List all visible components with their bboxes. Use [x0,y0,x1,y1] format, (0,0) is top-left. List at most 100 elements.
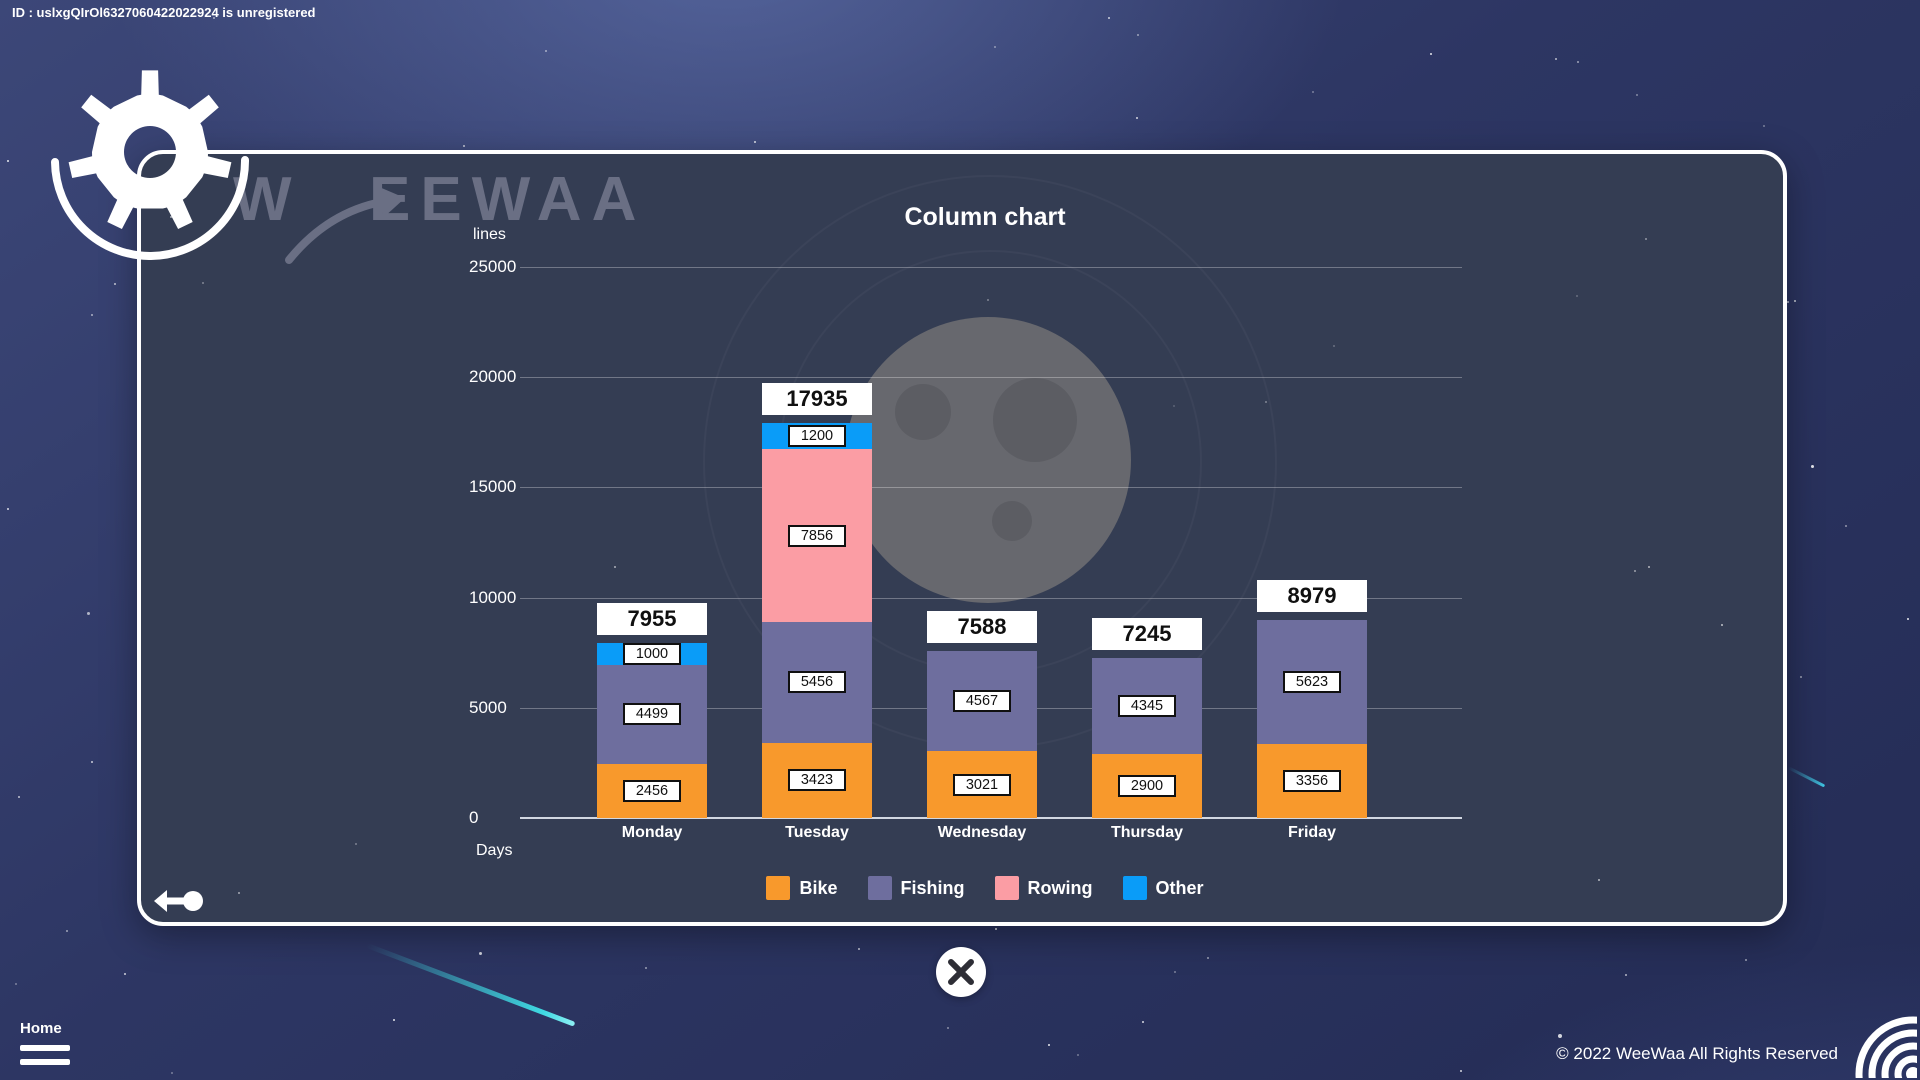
copyright-text: © 2022 WeeWaa All Rights Reserved [1556,1044,1838,1063]
star-dot [1108,17,1110,19]
star-dot [213,17,215,19]
legend-swatch [994,876,1019,900]
star-dot [1077,1054,1079,1056]
star-dot [1460,1070,1462,1072]
star-dot [7,508,9,510]
y-axis-title: lines [473,226,506,243]
panel-content: W EEWAA Column chart 0 5000 10000 15000 2000… [141,154,1783,922]
gridline [520,267,1462,268]
y-tick-label: 10000 [469,587,517,607]
star-dot [987,299,989,301]
legend-swatch [867,876,892,900]
star-dot [947,1027,949,1029]
chart-title: Column chart [904,203,1066,231]
star-dot [1174,971,1176,973]
star-dot [355,843,357,845]
star-dot [545,50,547,52]
segment-value-label: 5456 [788,671,846,694]
x-tick-label: Thursday [1110,824,1183,841]
legend-item-other[interactable]: Other [1122,876,1204,900]
segment-value-label: 3021 [953,773,1011,796]
star-dot [1625,974,1627,976]
star-dot [1430,53,1432,55]
star-dot [1577,61,1579,63]
legend-item-bike[interactable]: Bike [766,876,838,900]
star-dot [1048,1044,1050,1046]
x-tick-label: Tuesday [785,824,849,841]
y-tick-label: 15000 [469,477,517,497]
gridline [520,597,1462,599]
chart-legend: Bike Fishing Rowing Other [141,876,1783,900]
star-dot [614,566,616,568]
home-menu[interactable]: Home [20,1020,70,1073]
star-dot [1794,300,1796,302]
legend-label: Rowing [1027,877,1093,898]
legend-swatch [766,876,791,900]
star-dot [66,930,68,932]
star-dot [858,948,860,950]
star-dot [994,46,996,48]
license-id-banner: ID : uslxgQIrOl6327060422022924 is unreg… [12,5,316,20]
star-dot [1142,1021,1144,1023]
star-dot [1763,125,1765,127]
segment-value-label: 4499 [623,703,681,726]
moon-decoration [845,317,1131,603]
star-dot [1907,618,1909,620]
legend-swatch [1122,876,1147,900]
x-tick-label: Wednesday [937,824,1027,841]
gear-logo-icon [51,70,250,260]
star-dot [18,796,20,798]
chart-panel: W EEWAA Column chart 0 5000 10000 15000 2000… [137,150,1787,926]
bar-total-label: 7955 [597,602,707,635]
segment-value-label: 4345 [1118,695,1176,718]
star-dot [1576,295,1578,297]
star-dot [1648,566,1650,568]
segment-value-label: 3423 [788,769,846,792]
y-tick-label: 5000 [469,697,507,717]
star-dot [1811,465,1814,468]
star-dot [645,967,647,969]
bar-total-label: 8979 [1257,580,1367,613]
segment-value-label: 1000 [623,642,681,665]
segment-value-label: 2900 [1118,775,1176,798]
segment-value-label: 7856 [788,524,846,547]
star-dot [91,314,93,316]
legend-label: Fishing [900,877,965,898]
star-dot [1136,117,1138,119]
star-dot [114,283,116,285]
star-dot [1636,94,1638,96]
close-icon [948,959,974,985]
star-dot [124,973,126,975]
segment-value-label: 5623 [1283,671,1341,694]
comet-streak [366,943,576,1027]
x-axis-title: Days [476,842,513,859]
signal-logo-icon [1855,1016,1917,1078]
star-dot [463,145,465,147]
star-dot [995,928,997,930]
star-dot [479,952,482,955]
home-label: Home [20,1020,62,1037]
star-dot [1137,34,1139,36]
star-dot [15,983,17,985]
arrow-swoosh-icon [285,186,405,264]
legend-item-fishing[interactable]: Fishing [867,876,965,900]
segment-value-label: 1200 [788,424,846,447]
legend-item-rowing[interactable]: Rowing [994,876,1093,900]
star-dot [1312,91,1314,93]
legend-label: Bike [799,877,838,898]
y-tick-label: 20000 [469,367,517,387]
star-dot [1721,624,1723,626]
star-dot [238,892,240,894]
back-arrow-icon [154,890,203,912]
star-dot [1207,957,1209,959]
segment-value-label: 2456 [623,779,681,802]
close-button[interactable] [936,947,986,997]
gridline [520,377,1462,379]
star-dot [1745,959,1747,961]
star-dot [1787,301,1789,303]
back-button[interactable] [153,888,205,914]
star-dot [1558,1034,1562,1038]
star-dot [1333,345,1335,347]
bar-total-label: 7245 [1092,618,1202,651]
